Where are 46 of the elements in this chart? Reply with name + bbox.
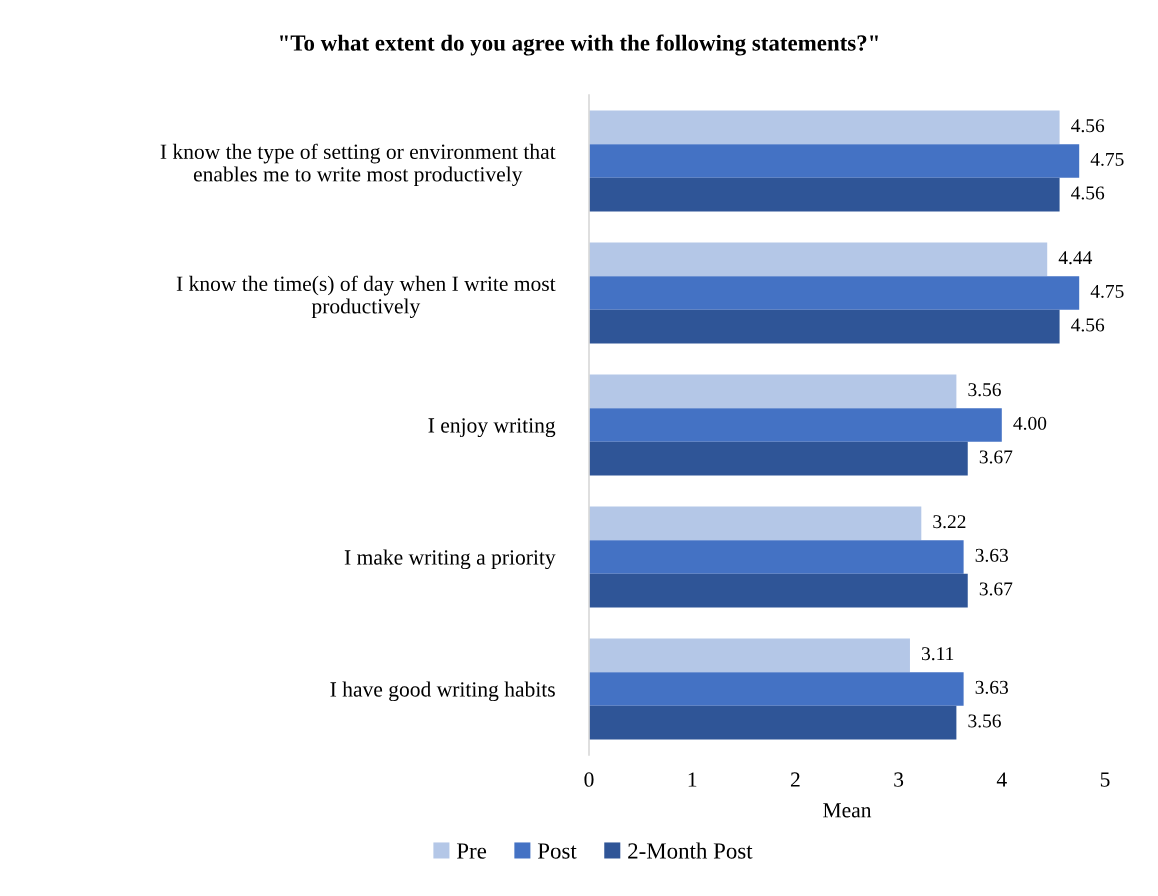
bar (589, 242, 1048, 277)
y-tick-label: I enjoy writing (428, 418, 556, 438)
data-label: 3.56 (968, 383, 1001, 397)
bar (589, 144, 1080, 178)
data-label: 3.22 (933, 515, 966, 529)
y-tick-label: I know the type of setting or environment that enables me to write most productively (160, 143, 556, 186)
data-label: 3.67 (979, 450, 1013, 464)
bar (589, 705, 957, 740)
y-tick-label: I have good writing habits (330, 681, 555, 702)
bar (589, 540, 964, 574)
x-tick-label: 4 (996, 772, 1007, 787)
bar (589, 408, 1002, 442)
data-label: 3.63 (975, 548, 1008, 562)
chart-title: "To what extent do you agree with the following statements?" (280, 34, 878, 56)
x-axis-title: Mean (823, 803, 872, 818)
bar (589, 374, 957, 409)
bar (589, 638, 910, 673)
data-label: 4.56 (1071, 186, 1105, 200)
data-label: 4.44 (1058, 251, 1093, 265)
x-tick-label: 1 (688, 772, 697, 787)
data-label: 4.00 (1013, 416, 1047, 430)
data-label: 3.56 (968, 714, 1001, 728)
bar (589, 110, 1060, 145)
bar (589, 672, 964, 706)
x-tick-label: 2 (790, 772, 800, 787)
legend-label: 2-Month Post (628, 842, 753, 859)
data-label: 4.56 (1071, 318, 1105, 332)
bar (589, 441, 968, 476)
legend-label: Post (537, 843, 577, 859)
data-label: 4.75 (1090, 284, 1124, 298)
y-tick-label: I make writing a priority (344, 549, 556, 570)
legend-label: Pre (456, 843, 487, 859)
y-tick-label: I know the time(s) of day when I write most productively (176, 275, 556, 318)
bar (589, 573, 968, 608)
data-label: 3.11 (921, 647, 954, 661)
data-label: 4.75 (1090, 152, 1124, 166)
bar (589, 177, 1060, 212)
bar (589, 506, 922, 541)
x-tick-label: 0 (584, 772, 594, 787)
x-tick-label: 5 (1100, 772, 1110, 787)
x-tick-label: 3 (894, 772, 904, 787)
data-label: 3.63 (975, 680, 1008, 694)
bar (589, 309, 1060, 344)
bar (589, 276, 1080, 310)
data-label: 3.67 (979, 582, 1013, 596)
data-label: 4.56 (1071, 119, 1105, 133)
